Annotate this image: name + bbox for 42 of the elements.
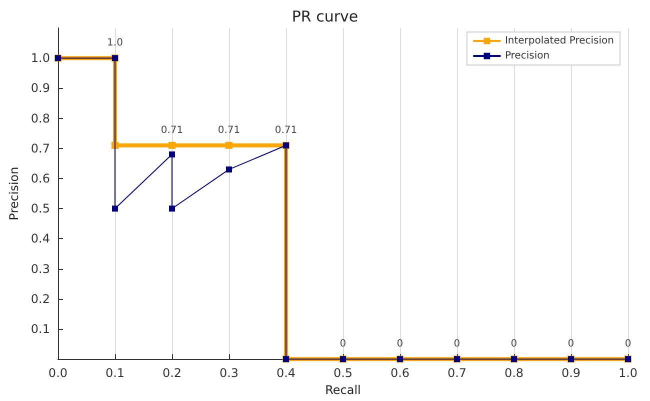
x-tick-label: 0.4 — [276, 366, 296, 380]
y-tick-label: 0.3 — [30, 262, 50, 276]
x-tick-label: 0.5 — [333, 366, 353, 380]
x-tick-label: 1.0 — [618, 366, 638, 380]
x-tick-label: 0.2 — [162, 366, 182, 380]
point — [226, 166, 232, 172]
y-tick-label: 0.6 — [30, 172, 50, 186]
annotation: 0 — [340, 338, 346, 350]
annotation: 0 — [624, 338, 632, 350]
x-tick-label: 0.0 — [48, 366, 68, 380]
x-tick-label: 0.3 — [219, 366, 239, 380]
y-tick-label: 1.0 — [30, 51, 50, 66]
y-tick-label: 0.7 — [30, 141, 50, 156]
point — [168, 142, 176, 149]
y-axis-title: Precision — [7, 166, 21, 220]
x-tick-label: 0.7 — [447, 366, 467, 380]
annotation: 0 — [396, 338, 404, 350]
y-tick-label: 0.9 — [30, 81, 50, 96]
y-tick-label: 0.1 — [30, 322, 50, 336]
chart-title: PR curve — [292, 8, 358, 26]
point — [225, 142, 232, 149]
y-tick-label: 0.8 — [30, 111, 50, 126]
y-tick-label: 0.4 — [30, 232, 50, 246]
x-tick-label: 0.1 — [105, 366, 125, 380]
x-tick-label: 0.8 — [504, 366, 524, 380]
point — [168, 206, 175, 212]
x-axis-title: Recall — [325, 383, 361, 397]
point — [112, 206, 118, 212]
legend-label: Interpolated Precision — [504, 36, 614, 46]
annotation: 0 — [568, 338, 574, 350]
legend-label: Precision — [504, 50, 550, 62]
point — [168, 151, 175, 158]
annotation: 0 — [454, 338, 460, 350]
annotation: 0.71 — [274, 124, 298, 136]
annotation: 1.0 — [107, 38, 123, 49]
x-tick-label: 0.6 — [390, 366, 410, 380]
annotation: 0.71 — [160, 124, 184, 136]
y-tick-label: 0.2 — [30, 292, 50, 306]
annotation: 0.71 — [218, 124, 240, 136]
annotation: 0 — [510, 338, 518, 350]
x-tick-label: 0.9 — [561, 366, 581, 380]
y-tick-label: 0.5 — [30, 202, 50, 216]
